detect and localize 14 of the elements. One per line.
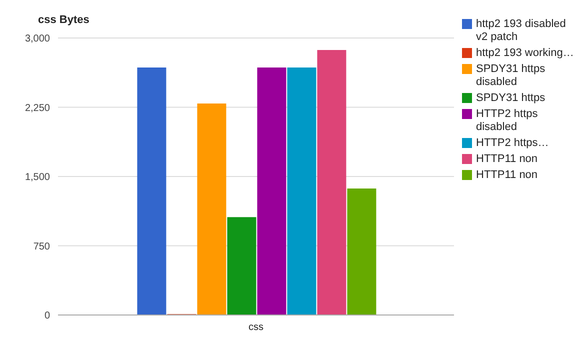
y-tick-label: 3,000	[24, 34, 50, 45]
chart-title: css Bytes	[38, 14, 90, 26]
legend-label: http2 193 working…	[476, 47, 574, 60]
legend-label: HTTP2 https disabled	[476, 108, 539, 134]
y-tick-label: 2,250	[24, 102, 50, 114]
legend-label: SPDY31 https	[476, 92, 546, 105]
x-tick-label: css	[248, 322, 264, 334]
legend-label: HTTP11 non	[476, 153, 538, 166]
legend-label: HTTP2 https…	[476, 137, 549, 150]
legend-label: SPDY31 https disabled	[476, 63, 546, 89]
y-tick-label: 750	[33, 241, 50, 252]
legend-label: HTTP11 non	[476, 169, 538, 182]
y-tick-label: 1,500	[24, 172, 50, 184]
y-tick-label: 0	[44, 310, 50, 322]
